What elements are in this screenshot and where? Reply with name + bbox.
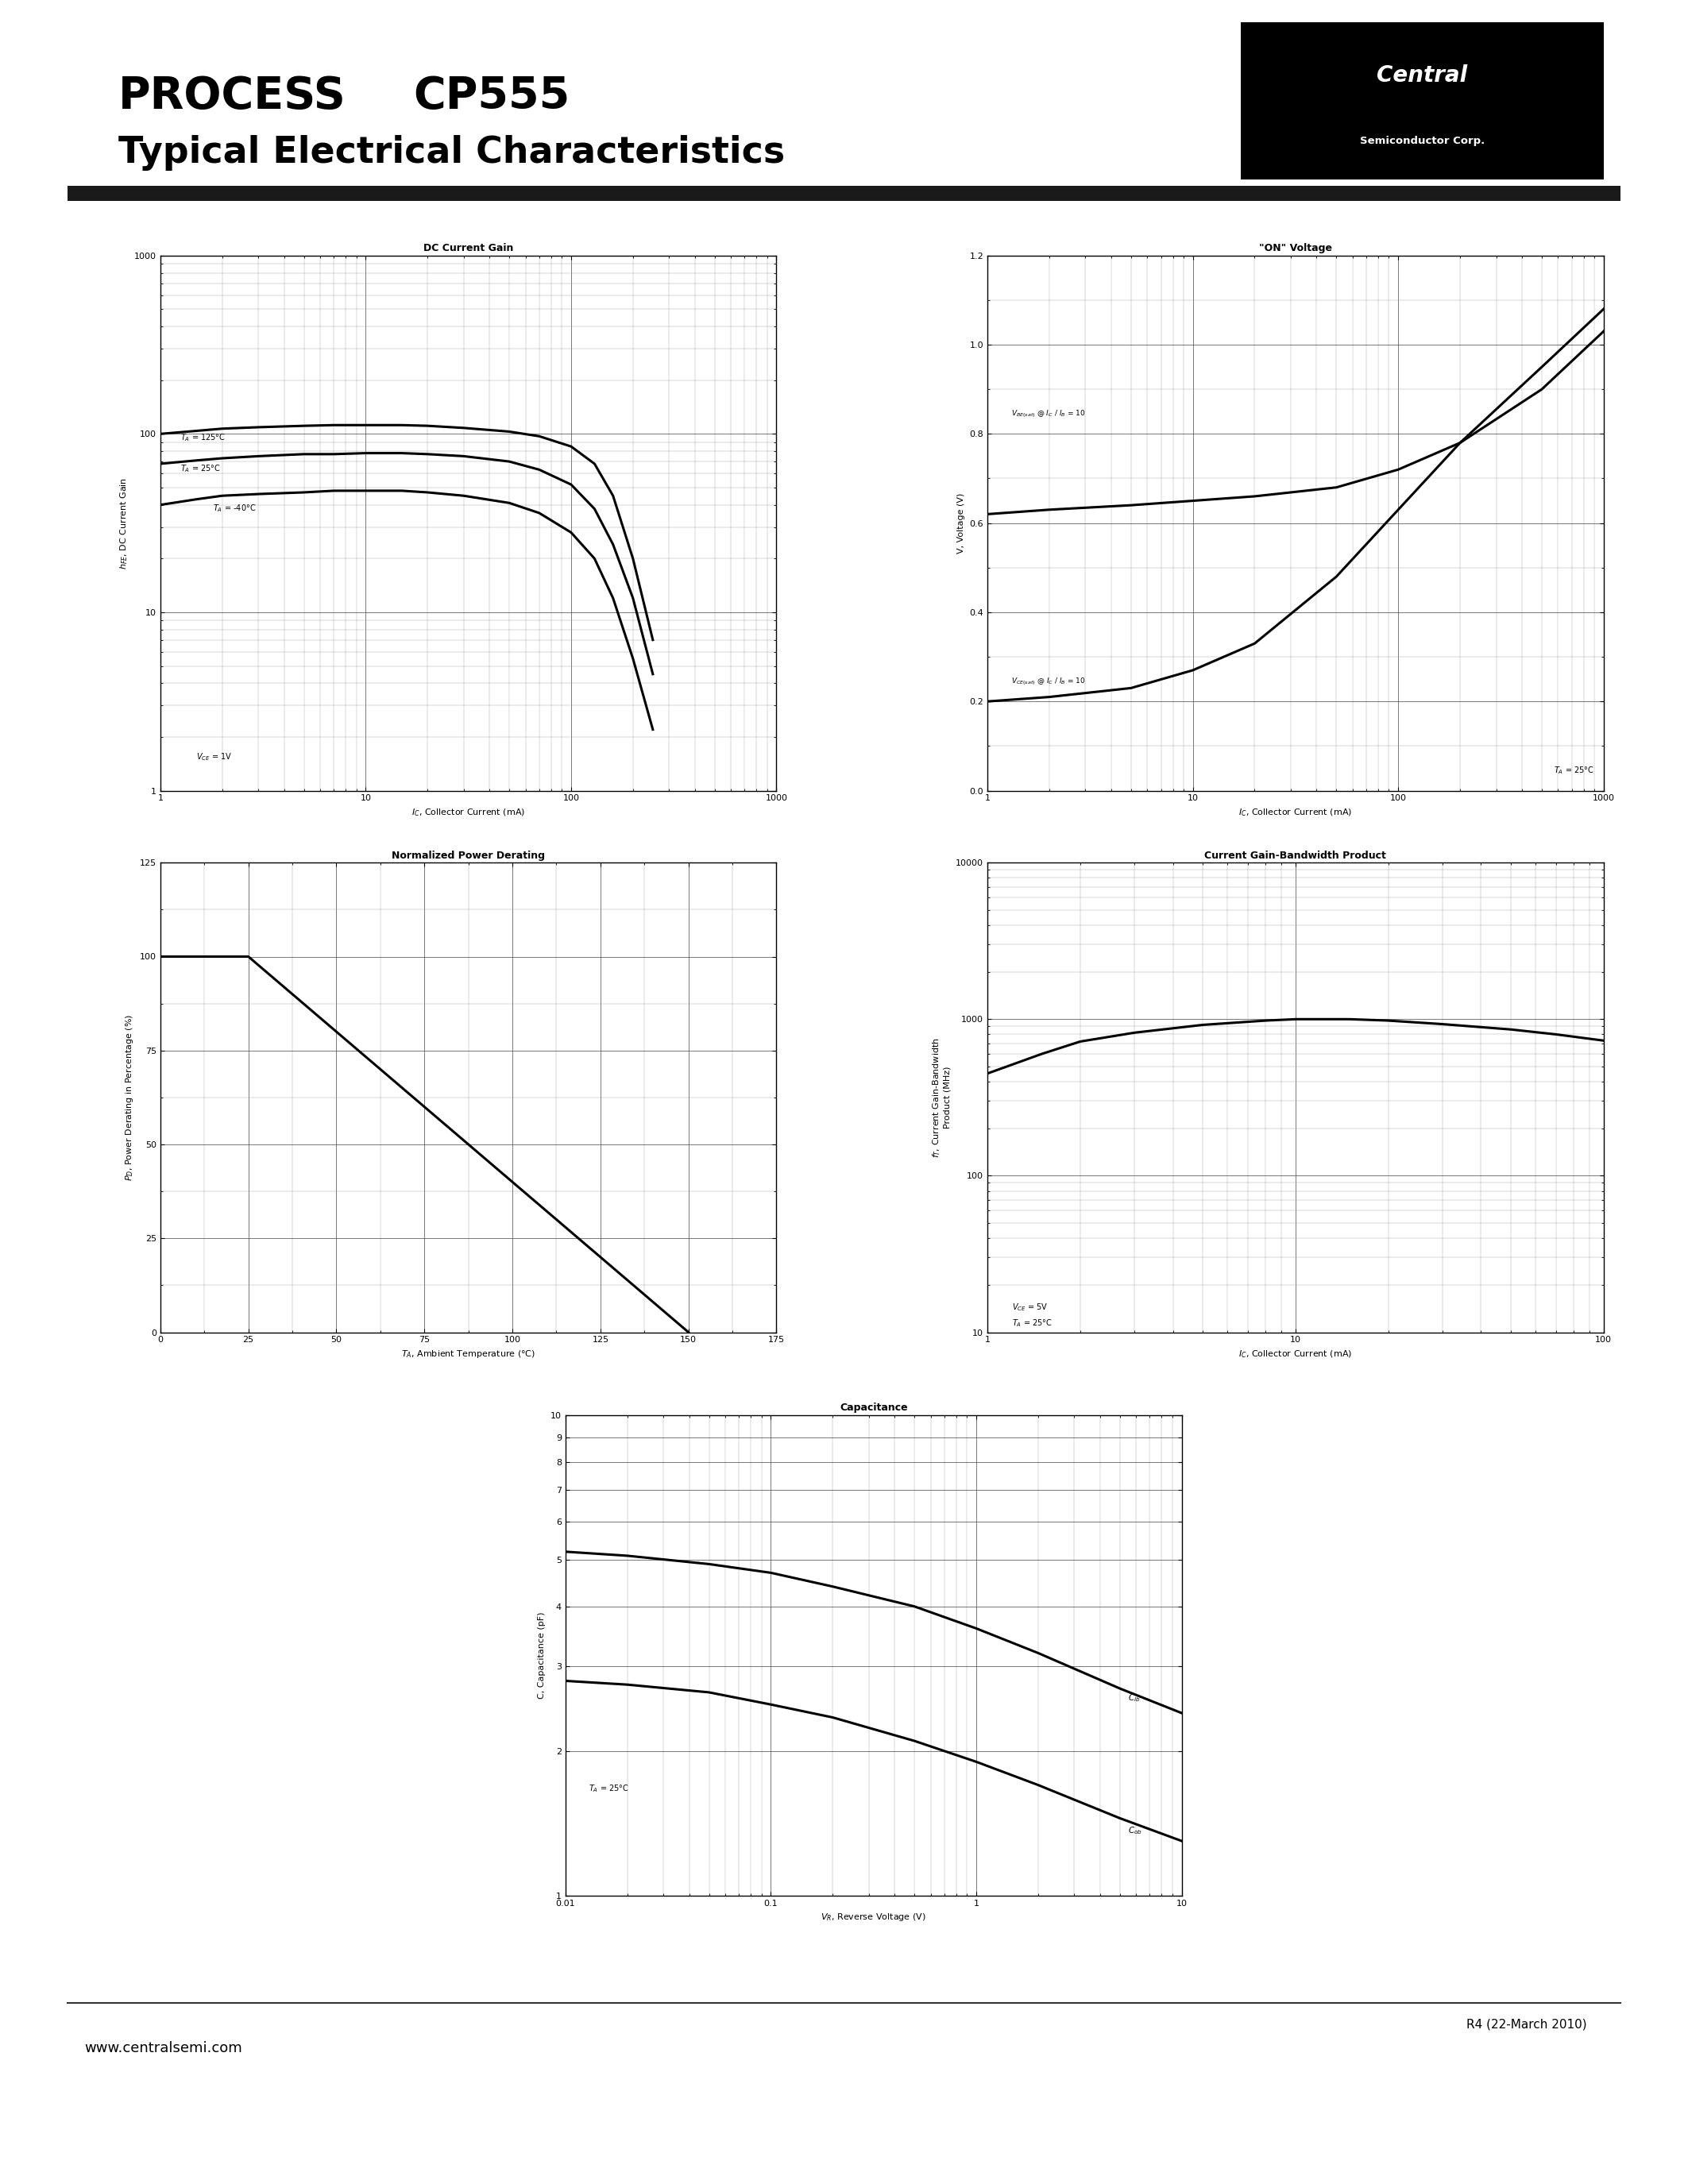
Y-axis label: $h_{FE}$, DC Current Gain: $h_{FE}$, DC Current Gain: [118, 476, 130, 570]
Y-axis label: C, Capacitance (pF): C, Capacitance (pF): [538, 1612, 547, 1699]
Y-axis label: $f_T$, Current Gain-Bandwidth
Product (MHz): $f_T$, Current Gain-Bandwidth Product (M…: [932, 1037, 952, 1158]
Title: Normalized Power Derating: Normalized Power Derating: [392, 850, 545, 860]
Text: Central: Central: [1377, 63, 1467, 87]
Text: $C_{ob}$: $C_{ob}$: [1128, 1826, 1143, 1837]
Text: $T_A$ = 25°C: $T_A$ = 25°C: [1011, 1317, 1052, 1328]
Text: www.centralsemi.com: www.centralsemi.com: [84, 2042, 243, 2055]
Text: $T_A$ = 25°C: $T_A$ = 25°C: [589, 1784, 630, 1795]
Title: "ON" Voltage: "ON" Voltage: [1259, 242, 1332, 253]
Text: $V_{CE(sat)}$ @ $I_C$ / $I_B$ = 10: $V_{CE(sat)}$ @ $I_C$ / $I_B$ = 10: [1011, 677, 1085, 688]
X-axis label: $T_A$, Ambient Temperature (°C): $T_A$, Ambient Temperature (°C): [402, 1348, 535, 1361]
Text: $C_{ib}$: $C_{ib}$: [1128, 1693, 1141, 1704]
X-axis label: $V_R$, Reverse Voltage (V): $V_R$, Reverse Voltage (V): [820, 1911, 927, 1924]
Text: $T_A$ = -40°C: $T_A$ = -40°C: [213, 502, 257, 513]
Title: Current Gain-Bandwidth Product: Current Gain-Bandwidth Product: [1205, 850, 1386, 860]
FancyBboxPatch shape: [1231, 22, 1614, 179]
Text: $V_{BE(sat)}$ @ $I_C$ / $I_B$ = 10: $V_{BE(sat)}$ @ $I_C$ / $I_B$ = 10: [1011, 408, 1085, 419]
Title: Capacitance: Capacitance: [839, 1402, 908, 1413]
Text: $V_{CE}$ = 5V: $V_{CE}$ = 5V: [1011, 1302, 1048, 1313]
Text: $V_{CE}$ = 1V: $V_{CE}$ = 1V: [196, 751, 233, 762]
Text: CP555: CP555: [414, 74, 571, 118]
Text: $T_A$ = 25°C: $T_A$ = 25°C: [181, 463, 221, 474]
Title: DC Current Gain: DC Current Gain: [424, 242, 513, 253]
Y-axis label: V, Voltage (V): V, Voltage (V): [957, 494, 966, 553]
X-axis label: $I_C$, Collector Current (mA): $I_C$, Collector Current (mA): [1239, 806, 1352, 817]
Text: $T_A$ = 125°C: $T_A$ = 125°C: [181, 432, 226, 443]
X-axis label: $I_C$, Collector Current (mA): $I_C$, Collector Current (mA): [412, 806, 525, 817]
Text: $T_A$ = 25°C: $T_A$ = 25°C: [1555, 764, 1593, 775]
X-axis label: $I_C$, Collector Current (mA): $I_C$, Collector Current (mA): [1239, 1348, 1352, 1358]
Text: R4 (22-March 2010): R4 (22-March 2010): [1467, 2018, 1587, 2031]
Text: Semiconductor Corp.: Semiconductor Corp.: [1361, 135, 1485, 146]
Text: Typical Electrical Characteristics: Typical Electrical Characteristics: [118, 135, 785, 170]
Text: PROCESS: PROCESS: [118, 74, 346, 118]
Y-axis label: $P_D$, Power Derating in Percentage (%): $P_D$, Power Derating in Percentage (%): [125, 1013, 135, 1182]
